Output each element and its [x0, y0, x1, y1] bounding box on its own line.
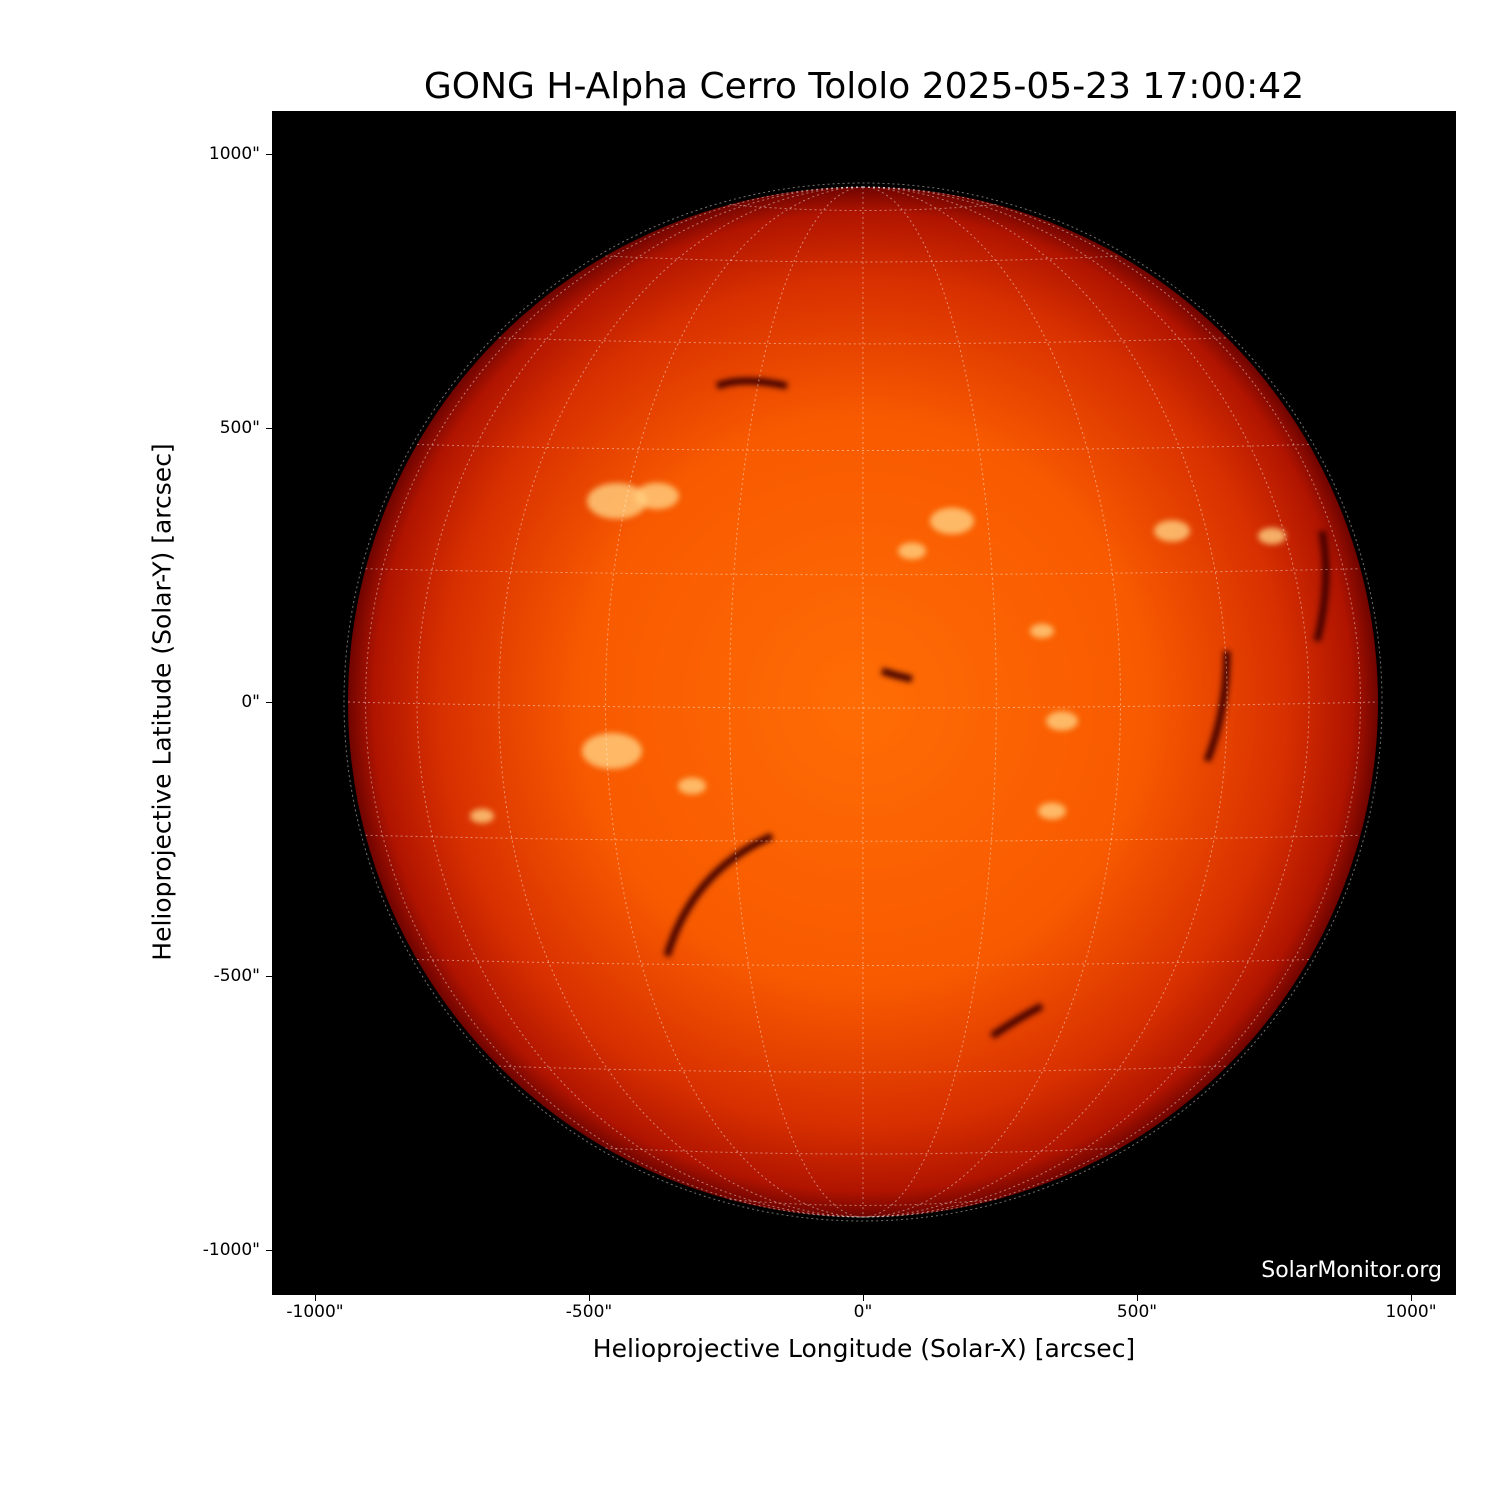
x-tick-label: 500" — [1116, 1302, 1158, 1322]
plage-region — [930, 507, 974, 535]
longitude-grid-line — [862, 186, 1361, 1218]
x-tick-mark — [1137, 1295, 1138, 1301]
plage-region — [1038, 802, 1066, 820]
y-tick-label: 500" — [219, 418, 260, 438]
x-tick-mark — [589, 1295, 590, 1301]
plage-region — [1030, 623, 1054, 639]
filament — [990, 1002, 1044, 1039]
plage-region — [1258, 527, 1286, 545]
latitude-grid-line — [605, 1147, 1121, 1155]
longitude-grid-line — [365, 186, 864, 1218]
plage-region — [898, 542, 926, 560]
filament — [663, 832, 774, 957]
latitude-grid-line — [416, 959, 1310, 966]
y-tick-label: -1000" — [202, 1240, 260, 1260]
x-axis-label: Helioprojective Longitude (Solar-X) [arc… — [592, 1334, 1136, 1363]
filament — [715, 377, 788, 390]
y-tick-mark — [266, 154, 272, 155]
latitude-grid-line — [347, 701, 1379, 709]
latitude-grid-line — [365, 568, 1361, 576]
y-tick-mark — [266, 976, 272, 977]
plot-title: GONG H-Alpha Cerro Tololo 2025-05-23 17:… — [423, 66, 1305, 107]
longitude-grid-line — [862, 186, 1228, 1218]
x-tick-mark — [315, 1295, 316, 1301]
latitude-grid-line — [605, 255, 1121, 263]
latitude-grid-line — [498, 1065, 1228, 1073]
y-axis-label: Helioprojective Latitude (Solar-Y) [arcs… — [147, 443, 177, 961]
solar-image-axes: SolarMonitor.org — [272, 111, 1456, 1295]
y-tick-label: 0" — [241, 692, 260, 712]
filament — [1203, 650, 1231, 763]
limb-grid-line — [343, 182, 1383, 1222]
y-tick-label: -500" — [213, 966, 260, 986]
x-tick-label: 0" — [853, 1302, 873, 1322]
latitude-grid-line — [498, 337, 1228, 345]
plage-region — [587, 483, 647, 519]
plage-region — [1154, 520, 1190, 542]
y-tick-mark — [266, 702, 272, 703]
y-tick-mark — [266, 1250, 272, 1251]
longitude-grid-line — [498, 186, 864, 1218]
plage-region — [635, 482, 679, 510]
solar-disk — [348, 187, 1378, 1217]
longitude-grid-line — [416, 186, 864, 1218]
filament — [880, 667, 913, 683]
y-tick-label: 1000" — [208, 144, 260, 164]
x-tick-label: 1000" — [1385, 1302, 1437, 1322]
y-tick-mark — [266, 428, 272, 429]
plage-region — [582, 733, 642, 769]
x-tick-mark — [863, 1295, 864, 1301]
latitude-grid-line — [416, 444, 1310, 451]
x-tick-mark — [1411, 1295, 1412, 1301]
watermark: SolarMonitor.org — [1261, 1258, 1442, 1283]
plage-region — [1046, 711, 1078, 731]
longitude-grid-line — [862, 186, 1310, 1218]
plage-region — [470, 808, 494, 824]
x-tick-label: -500" — [565, 1302, 613, 1322]
solar-disk-image — [343, 182, 1383, 1222]
x-tick-label: -1000" — [286, 1302, 344, 1322]
filament — [1313, 530, 1330, 642]
latitude-grid-line — [365, 834, 1361, 842]
plage-region — [678, 777, 706, 795]
